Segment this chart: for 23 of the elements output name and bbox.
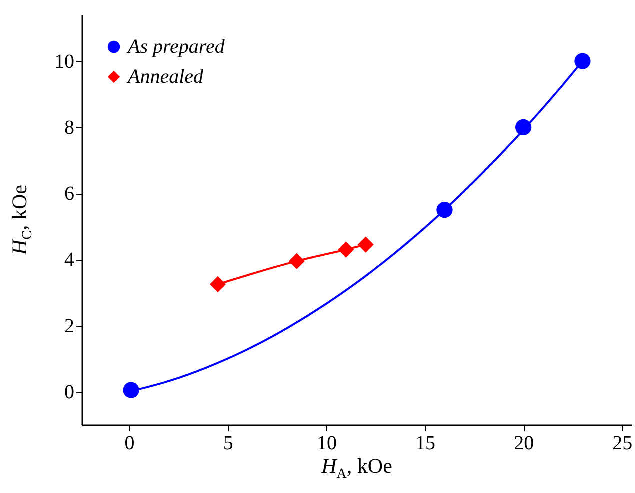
x-tick-label: 10 [316,432,337,454]
x-tick-label: 15 [416,432,436,454]
y-tick-label: 8 [64,116,74,139]
point [436,202,453,218]
point [358,236,374,253]
x-axis-title: H$_{A}$, kOe [322,454,392,484]
legend-label: As prepared [126,36,226,58]
y-tick-label: 10 [54,50,74,73]
x-tick-label: 25 [612,432,633,454]
point [123,382,140,398]
point [516,119,532,136]
point [288,253,305,270]
x-tick-label: 0 [124,432,135,454]
y-tick-label: 0 [64,381,74,404]
y-tick-label: 2 [64,315,74,338]
y-tick-label: 4 [64,249,74,272]
legend-label: Annealed [126,66,205,88]
point [338,242,354,258]
y-tick-label: 6 [64,183,74,206]
x-tick-label: 20 [514,432,534,454]
point [574,53,591,70]
point [210,276,226,293]
x-tick-label: 5 [223,432,234,454]
